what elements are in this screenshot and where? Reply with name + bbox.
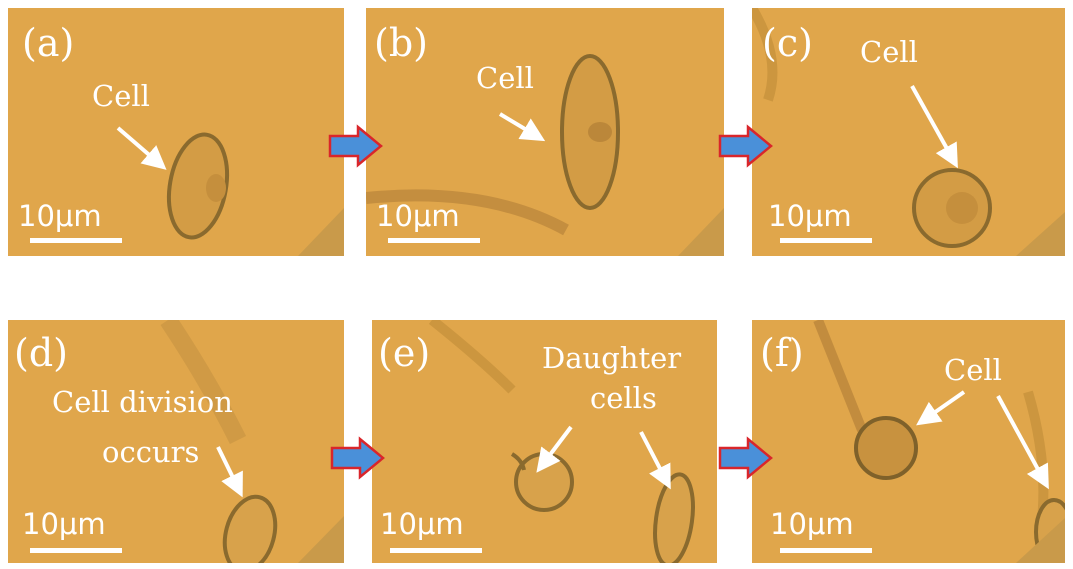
pointer-arrow-e2 [639, 431, 671, 490]
flow-arrow-right [328, 124, 383, 168]
micrograph-b [366, 8, 724, 256]
pointer-arrow-a [116, 126, 167, 170]
panel-label-d: (d) [14, 331, 68, 375]
scale-bar-a [30, 238, 122, 243]
pointer-arrow-d [216, 446, 243, 498]
annotation-cell-division: Cell division [52, 385, 233, 419]
panel-c: (c) Cell 10μm [752, 8, 1065, 256]
scale-label-e: 10μm [380, 507, 464, 541]
annotation-daughter: Daughter [542, 341, 682, 375]
scale-bar-d [30, 548, 122, 553]
scale-label-c: 10μm [768, 199, 852, 233]
panel-label-c: (c) [762, 21, 813, 65]
annotation-occurs: occurs [102, 435, 200, 469]
annotation-cells: cells [590, 381, 657, 415]
pointer-arrow-f2 [996, 395, 1049, 490]
panel-label-f: (f) [760, 331, 804, 375]
panel-label-e: (e) [378, 331, 431, 375]
micrograph-f [752, 320, 1065, 563]
scale-bar-b [388, 238, 480, 243]
annotation-cell: Cell [92, 79, 150, 113]
panel-b: (b) Cell 10μm [366, 8, 724, 256]
scale-bar-c [780, 238, 872, 243]
panel-f: (f) Cell 10μm [752, 320, 1065, 563]
annotation-cell: Cell [860, 35, 918, 69]
scale-label-a: 10μm [18, 199, 102, 233]
panel-label-a: (a) [22, 21, 75, 65]
flow-arrow-right [330, 436, 385, 480]
panel-a: (a) Cell 10μm [8, 8, 344, 256]
panel-d: (d) Cell division occurs 10μm [8, 320, 344, 563]
panel-e: (e) Daughter cells 10μm [372, 320, 717, 563]
annotation-cell: Cell [944, 353, 1002, 387]
annotation-cell: Cell [476, 61, 534, 95]
scale-label-d: 10μm [22, 507, 106, 541]
flow-arrow-right [718, 436, 773, 480]
pointer-arrow-b [498, 112, 546, 142]
micrograph-a [8, 8, 344, 256]
scale-bar-f [780, 548, 872, 553]
pointer-arrow-e1 [536, 425, 573, 473]
panel-label-b: (b) [374, 21, 428, 65]
pointer-arrow-c [910, 85, 958, 169]
scale-bar-e [390, 548, 482, 553]
micrograph-c [752, 8, 1065, 256]
micrograph-d [8, 320, 344, 563]
scale-label-f: 10μm [770, 507, 854, 541]
micrograph-e [372, 320, 717, 563]
scale-label-b: 10μm [376, 199, 460, 233]
flow-arrow-right [718, 124, 773, 168]
pointer-arrow-f1 [916, 390, 966, 426]
